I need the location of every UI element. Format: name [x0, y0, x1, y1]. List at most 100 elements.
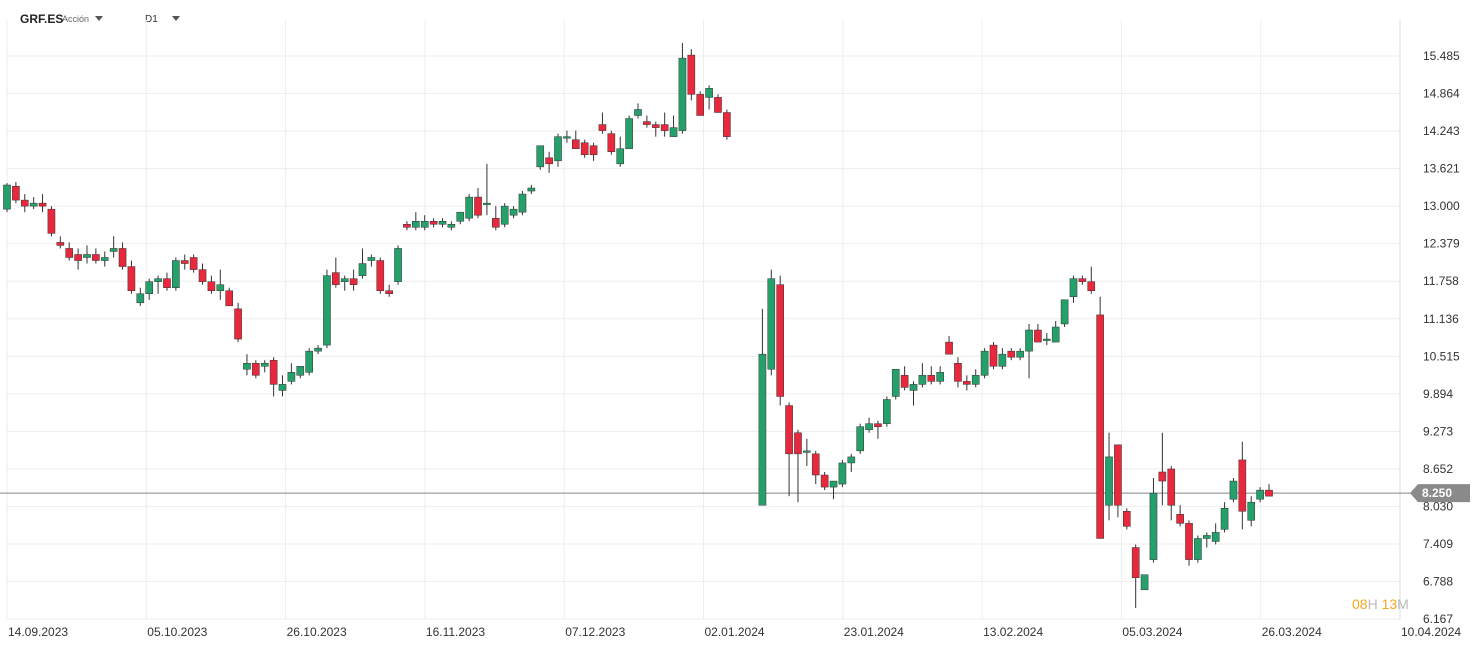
candle-up: [456, 211, 465, 222]
candle-up: [314, 347, 322, 352]
candle-down: [163, 278, 171, 288]
candle-down: [349, 278, 358, 285]
symbol-label[interactable]: GRF.ES: [20, 12, 64, 26]
candle-up: [847, 456, 856, 464]
x-tick-label: 23.01.2024: [844, 625, 904, 639]
candle-up: [483, 202, 491, 205]
timeframe-dropdown-chevron-icon[interactable]: [172, 16, 180, 21]
x-tick-label: 05.03.2024: [1122, 625, 1182, 639]
candle-down: [198, 269, 207, 282]
candle-down: [491, 217, 500, 228]
candle-up: [323, 275, 331, 346]
y-tick-label: 7.409: [1423, 537, 1453, 551]
candle-up: [1016, 350, 1024, 358]
candle-down: [607, 133, 616, 153]
candle-down: [545, 157, 553, 165]
candle-up: [29, 202, 38, 207]
candle-up: [891, 369, 900, 397]
candle-down: [1122, 511, 1131, 527]
candle-up: [1043, 338, 1051, 341]
candle-down: [1167, 468, 1176, 506]
candle-up: [278, 384, 287, 391]
candle-down: [47, 208, 56, 234]
y-tick-label: 14.243: [1423, 124, 1460, 138]
x-tick-label: 26.03.2024: [1262, 625, 1322, 639]
symbol-dropdown-chevron-icon[interactable]: [95, 16, 103, 21]
candle-down: [945, 341, 953, 355]
candle-down: [252, 362, 260, 376]
x-tick-label: 14.09.2023: [8, 625, 68, 639]
y-tick-label: 14.864: [1423, 87, 1460, 101]
candle-up: [145, 281, 154, 295]
candle-down: [56, 242, 65, 246]
candle-down: [900, 375, 909, 388]
x-tick-label: 26.10.2023: [287, 625, 347, 639]
timer-hours: 08: [1352, 596, 1368, 612]
candle-up: [305, 350, 313, 373]
candle-up: [136, 293, 145, 304]
candle-down: [65, 248, 74, 258]
candle-down: [1158, 471, 1167, 482]
candle-down: [1078, 278, 1087, 282]
candle-up: [1211, 532, 1220, 542]
candle-down: [118, 248, 127, 267]
candle-up: [1229, 480, 1238, 500]
x-tick-label: 02.01.2024: [705, 625, 765, 639]
candle-up: [518, 193, 527, 213]
candle-down: [927, 375, 936, 382]
candle-down: [74, 254, 82, 261]
candle-up: [909, 384, 918, 391]
candle-up: [438, 221, 447, 225]
x-axis: 14.09.2023 05.10.2023 26.10.2023 16.11.2023…: [8, 625, 1461, 639]
candle-down: [954, 362, 962, 382]
timeframe-label[interactable]: D1: [145, 14, 158, 25]
y-tick-label: 9.273: [1423, 424, 1453, 438]
candle-down: [687, 54, 696, 95]
candle-up: [3, 184, 11, 210]
candle-down: [189, 257, 198, 270]
candles: [3, 43, 1273, 608]
candle-down: [963, 381, 971, 385]
x-tick-label: 05.10.2023: [147, 625, 207, 639]
candle-up: [447, 224, 456, 228]
current-price-badge-shape: [1410, 484, 1470, 503]
candle-up: [856, 426, 864, 452]
candle-up: [936, 372, 944, 382]
candle-up: [216, 284, 225, 291]
candle-down: [225, 290, 233, 307]
candle-up: [1220, 507, 1229, 530]
y-tick-label: 11.758: [1423, 274, 1459, 288]
candle-up: [172, 260, 180, 288]
timer-hours-unit: H: [1367, 596, 1378, 612]
candle-down: [651, 124, 660, 128]
candle-down: [1265, 489, 1273, 497]
candle-down: [12, 185, 20, 201]
candle-up: [767, 278, 776, 370]
candle-down: [1185, 523, 1193, 560]
candle-up: [1051, 326, 1060, 343]
candle-down: [127, 266, 136, 291]
candle-up: [838, 462, 847, 485]
candle-down: [874, 423, 882, 427]
candle-down: [92, 254, 100, 261]
candle-up: [1105, 456, 1113, 506]
y-tick-label: 15.485: [1423, 49, 1460, 63]
candle-up: [634, 109, 642, 116]
candle-down: [1114, 444, 1122, 506]
y-tick-label: 8.030: [1423, 499, 1453, 513]
candle-up: [883, 399, 891, 424]
candle-up: [554, 136, 562, 162]
candle-up: [1149, 492, 1158, 560]
candle-down: [660, 124, 669, 131]
x-tick-label: 10.04.2024: [1401, 625, 1461, 639]
y-tick-label: 9.894: [1423, 387, 1453, 401]
candle-down: [207, 281, 216, 291]
candle-up: [340, 278, 349, 282]
candle-down: [571, 139, 580, 149]
y-axis: 15.485 14.864 14.243 13.621 13.000 12.379 11.7…: [1399, 20, 1460, 626]
candle-down: [1034, 329, 1042, 343]
candle-up: [500, 205, 509, 225]
candle-down: [180, 260, 189, 264]
candle-down: [723, 112, 731, 137]
